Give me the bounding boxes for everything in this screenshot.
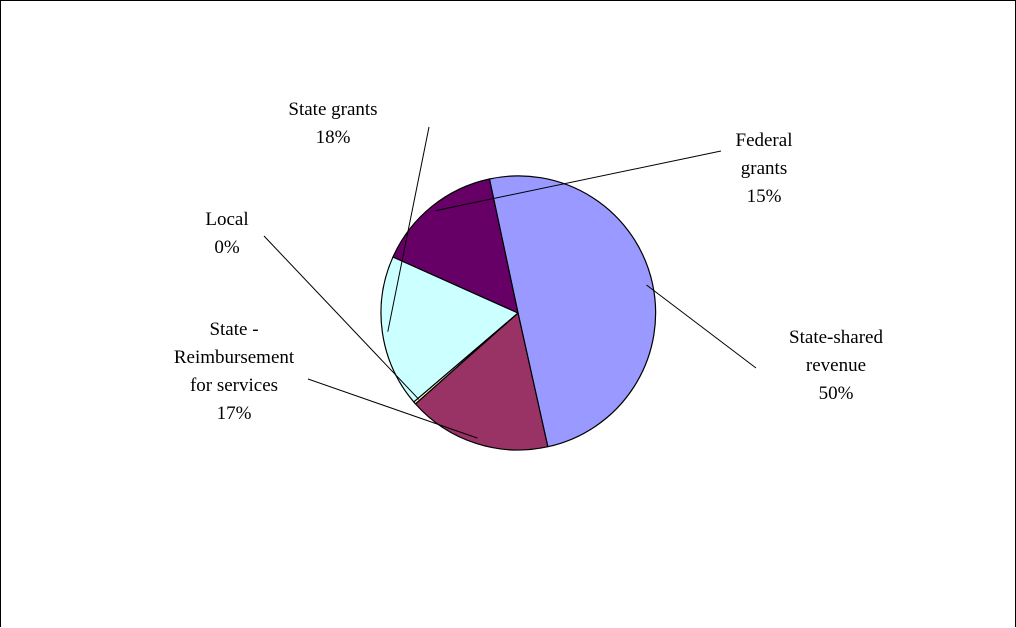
slice-label: State-shared revenue 50%	[789, 327, 883, 404]
leader-line	[387, 126, 430, 332]
slice-label: Federal grants 15%	[736, 130, 793, 207]
slice-label: Local 0%	[205, 209, 248, 258]
leader-line	[307, 378, 478, 439]
leader-line	[435, 150, 722, 212]
leader-line	[263, 235, 420, 400]
slice-percent-label: 17%	[217, 403, 252, 424]
leader-line	[646, 284, 757, 369]
slice-category-label: Reimbursement	[174, 347, 295, 368]
pie-slice-federal-grants	[392, 178, 519, 314]
slice-category-label: revenue	[806, 355, 866, 376]
slice-category-label: State-shared	[789, 327, 883, 348]
slice-label: State grants 18%	[288, 99, 377, 148]
slice-percent-label: 18%	[316, 127, 351, 148]
slice-percent-label: 15%	[747, 186, 782, 207]
slice-percent-label: 0%	[214, 237, 240, 258]
pie-slices	[380, 175, 657, 451]
slice-label: State - Reimbursement for services 17%	[174, 319, 295, 424]
slice-category-label: Local	[205, 209, 248, 230]
leader-lines	[263, 126, 757, 439]
pie-slice-state-reimbursement-for-services	[414, 312, 549, 451]
slice-labels: State-shared revenue 50% State - Reimburseme…	[174, 99, 884, 424]
pie-slice-state-grants	[380, 256, 519, 403]
slice-percent-label: 50%	[819, 383, 854, 404]
slice-category-label: for services	[190, 375, 278, 396]
slice-category-label: State -	[209, 319, 258, 340]
pie-slice-state-shared-revenue	[488, 175, 657, 448]
slice-category-label: State grants	[288, 99, 377, 120]
slice-category-label: Federal	[736, 130, 793, 151]
slice-category-label: grants	[741, 158, 787, 179]
